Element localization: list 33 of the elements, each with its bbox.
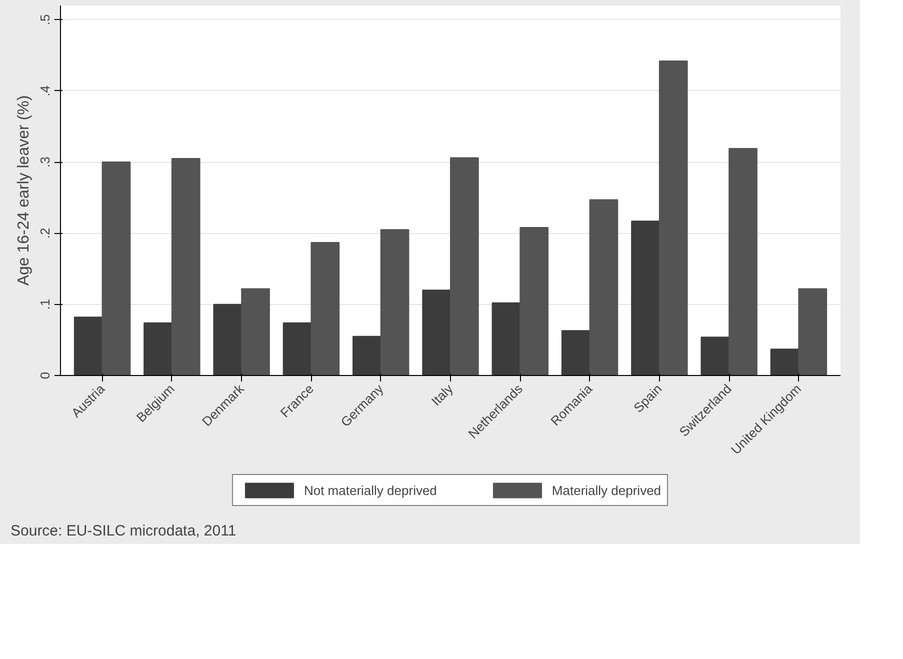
y-tick-label: .4 <box>38 85 52 96</box>
bar <box>352 336 382 376</box>
y-tick-label: .1 <box>38 298 52 310</box>
bar <box>450 157 479 376</box>
bar <box>631 220 660 376</box>
y-tick-label: 0 <box>38 372 52 380</box>
bar <box>492 302 521 376</box>
y-tick-label: .5 <box>38 14 52 26</box>
bar <box>171 158 200 376</box>
bar <box>589 199 618 376</box>
bar <box>144 322 172 376</box>
bar <box>380 229 410 376</box>
source-note: Source: EU-SILC microdata, 2011 <box>10 522 236 540</box>
bar <box>102 162 131 376</box>
bar <box>310 242 340 376</box>
bar <box>700 336 730 376</box>
legend-label: Not materially deprived <box>304 482 437 498</box>
bar <box>561 330 590 376</box>
bar <box>728 148 758 376</box>
y-tick-label: .3 <box>38 156 52 168</box>
bar <box>213 304 242 376</box>
legend-label: Materially deprived <box>552 482 662 498</box>
y-axis-title: Age 16-24 early leaver (%) <box>16 95 32 286</box>
bar <box>798 288 828 376</box>
bar <box>770 348 800 376</box>
bar <box>74 316 103 376</box>
bar <box>241 288 270 376</box>
y-tick-label: .2 <box>38 228 52 239</box>
x-tick-label: Italy <box>428 380 456 409</box>
bar <box>520 227 548 376</box>
bar <box>282 322 312 376</box>
bar <box>422 290 451 376</box>
bar <box>658 60 688 376</box>
